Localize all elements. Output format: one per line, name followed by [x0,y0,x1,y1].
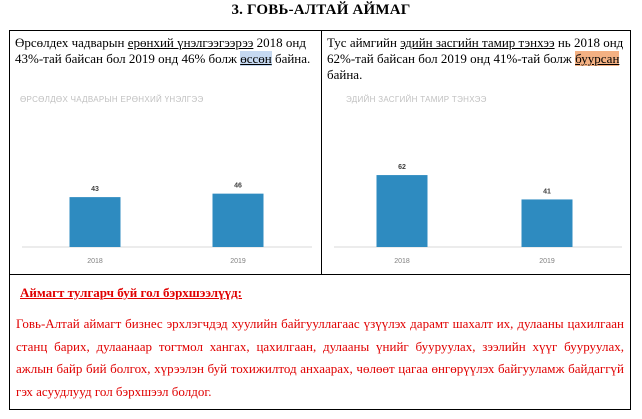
row-divider [10,274,630,275]
right-chart-data-label-2018: 62 [398,164,406,171]
right-chart-data-label-2019: 41 [543,188,551,195]
left-chart-bar-2018 [69,197,121,247]
left-chart-tick-label-2019: 2019 [230,258,246,265]
right-description: Тус аймгийн эдийн засгийн тамир тэнхээ н… [327,35,627,83]
right-text-3: нь 2018 онд 62%-тай байсан бол 2019 онд … [327,35,624,66]
right-bar-chart: 62 2018 41 2019 [334,164,622,265]
right-chart-title: ЭДИЙН ЗАСГИЙН ТАМИР ТЭНХЭЭ [346,95,487,104]
left-text-3: 2018 онд 43%-тай байсан бол 2019 онд 46%… [15,35,306,66]
challenges-section: Аймагт тулгарч буй гол бэрхшээлүүд: Говь… [10,275,630,409]
page-title: 3. ГОВЬ-АЛТАЙ АЙМАГ [231,2,411,18]
left-chart-data-label-2019: 46 [234,183,242,190]
challenges-heading: Аймагт тулгарч буй гол бэрхшээлүүд: [20,285,242,300]
column-divider [321,31,322,274]
right-text-metric: эдийн засгийн тамир тэнхээ [400,35,555,50]
content-table: Өрсөлдех чадварын ерөнхий үнэлгээгээрээ … [9,30,631,410]
right-chart-tick-label-2018: 2018 [394,258,410,265]
left-text-trend: өссөн [240,51,272,66]
left-chart-tick-label-2018: 2018 [87,258,103,265]
left-text-1: Өрсөлдех чадварын [15,35,128,50]
right-panel: Тус аймгийн эдийн засгийн тамир тэнхээ н… [322,31,631,274]
left-panel: Өрсөлдех чадварын ерөнхий үнэлгээгээрээ … [10,31,321,274]
left-chart-title: ӨРСӨЛДӨХ ЧАДВАРЫН ЕРӨНХИЙ ҮНЭЛГЭЭ [20,95,204,104]
left-text-metric: ерөнхий үнэлгээгээрээ [127,35,254,50]
left-description: Өрсөлдех чадварын ерөнхий үнэлгээгээрээ … [15,35,317,67]
left-bar-chart: 43 2018 46 2019 [22,183,312,265]
right-chart-tick-label-2019: 2019 [539,258,555,265]
challenges-body: Говь-Алтай аймагт бизнес эрхлэгчдэд хуул… [16,316,624,399]
right-chart-bar-2019 [521,199,573,247]
right-text-5: байна. [327,67,363,82]
right-text-trend: буурсан [575,51,620,66]
left-chart-bar-2019 [212,193,264,247]
left-text-5: байна. [271,51,311,66]
left-chart-data-label-2018: 43 [91,186,99,193]
right-chart-bar-2018 [376,175,428,247]
right-text-1: Тус аймгийн [327,35,401,50]
